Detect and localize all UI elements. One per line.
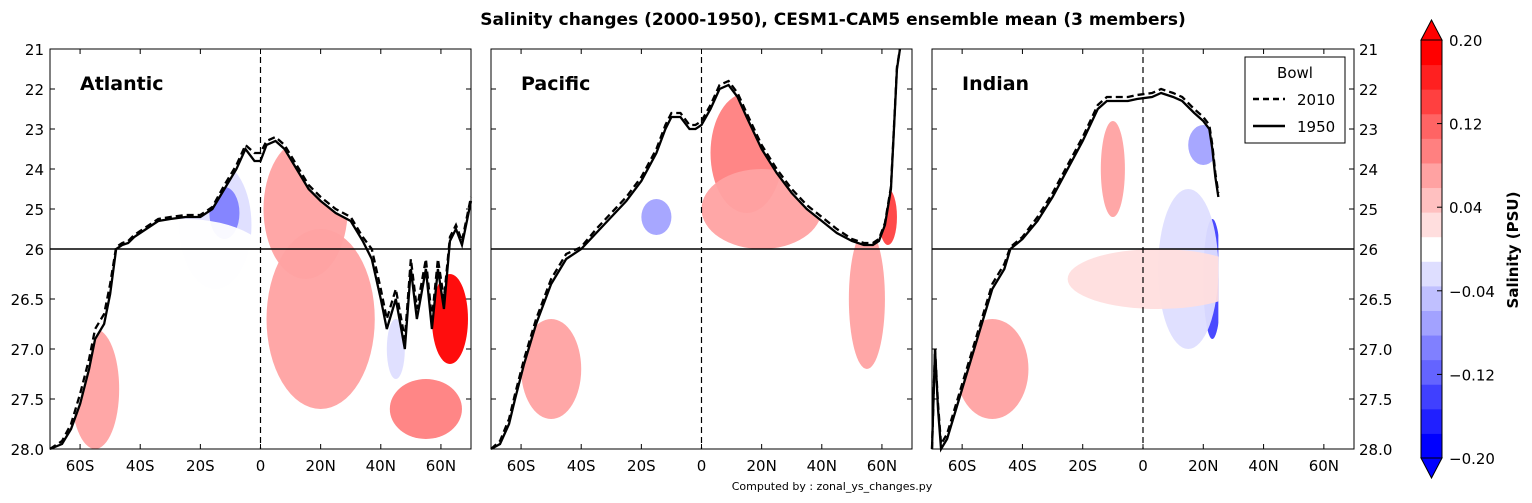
- colorbar-segment-15: [1421, 65, 1442, 90]
- x-tick-label-indian-1: 40S: [1008, 457, 1037, 475]
- colorbar-tick-label-4: −0.12: [1449, 366, 1495, 384]
- colorbar-segment-3: [1421, 360, 1442, 385]
- colorbar-segment-4: [1421, 335, 1442, 360]
- x-tick-label-indian-2: 20S: [1068, 457, 1097, 475]
- x-tick-label-pacific-5: 40N: [807, 457, 837, 475]
- legend-title: Bowl: [1277, 64, 1313, 82]
- colorbar-tick-label-0: 0.20: [1449, 32, 1482, 50]
- x-tick-label-pacific-3: 0: [697, 457, 707, 475]
- y-tick-label-right-2: 23: [1359, 121, 1378, 139]
- y-tick-label-left-3: 24: [25, 161, 44, 179]
- x-tick-label-atlantic-3: 0: [256, 457, 266, 475]
- field-pacific: [521, 93, 898, 419]
- colorbar-extend-max: [1421, 20, 1442, 40]
- x-tick-label-pacific-0: 60S: [507, 457, 536, 475]
- colorbar-segment-0: [1421, 433, 1442, 458]
- y-tick-label-right-7: 27.0: [1359, 341, 1392, 359]
- y-tick-label-left-8: 27.5: [11, 391, 44, 409]
- basin-label-indian: Indian: [962, 73, 1029, 95]
- y-tick-label-left-7: 27.0: [11, 341, 44, 359]
- anomaly-blob-pacific-8: [521, 319, 581, 419]
- colorbar-label: Salinity (PSU): [1504, 192, 1522, 309]
- panel-atlantic: 60S 40S 20S 0 20N 40N 60N Atlantic: [50, 49, 471, 475]
- y-tick-label-left-9: 28.0: [11, 441, 44, 459]
- x-tick-label-pacific-2: 20S: [627, 457, 656, 475]
- colorbar-segment-14: [1421, 89, 1442, 114]
- y-tick-label-right-5: 26: [1359, 241, 1378, 259]
- anomaly-blob-atlantic-5: [432, 274, 468, 364]
- colorbar-segment-8: [1421, 237, 1442, 262]
- y-tick-label-left-0: 21: [25, 41, 44, 59]
- anomaly-blob-atlantic-4: [267, 229, 375, 409]
- anomaly-blob-indian-6: [956, 319, 1028, 419]
- y-tick-label-right-9: 28.0: [1359, 441, 1392, 459]
- x-tick-label-pacific-6: 60N: [867, 457, 897, 475]
- basin-panels: 60S 40S 20S 0 20N 40N 60N Atlantic 60S 40S 20S 0 20N…: [11, 41, 1393, 475]
- x-tick-label-pacific-4: 20N: [746, 457, 776, 475]
- colorbar-segment-11: [1421, 163, 1442, 188]
- anomaly-blob-atlantic-2: [95, 219, 275, 319]
- colorbar: Salinity (PSU) 0.20 0.12 0.04 −0.04 −0.12 −0.…: [1421, 20, 1522, 478]
- y-tick-label-right-0: 21: [1359, 41, 1378, 59]
- colorbar-extend-min: [1421, 458, 1442, 478]
- x-tick-label-atlantic-0: 60S: [66, 457, 95, 475]
- x-tick-label-atlantic-6: 60N: [426, 457, 456, 475]
- y-tick-label-right-8: 27.5: [1359, 391, 1392, 409]
- basin-label-atlantic: Atlantic: [80, 73, 164, 95]
- y-tick-label-right-3: 24: [1359, 161, 1378, 179]
- colorbar-tick-label-2: 0.04: [1449, 199, 1482, 217]
- colorbar-tick-label-5: −0.20: [1449, 450, 1495, 468]
- x-tick-label-atlantic-4: 20N: [305, 457, 335, 475]
- y-tick-label-left-5: 26: [25, 241, 44, 259]
- colorbar-segment-5: [1421, 310, 1442, 335]
- anomaly-blob-pacific-4: [702, 169, 822, 249]
- legend-label-1950: 1950: [1297, 118, 1335, 136]
- panel-pacific: 60S 40S 20S 0 20N 40N 60N Pacific: [491, 49, 912, 475]
- legend: Bowl 2010 1950: [1245, 57, 1345, 143]
- anomaly-blob-atlantic-6: [390, 379, 462, 439]
- legend-label-2010: 2010: [1297, 91, 1335, 109]
- x-tick-label-indian-5: 40N: [1248, 457, 1278, 475]
- y-tick-label-left-6: 26.5: [11, 291, 44, 309]
- colorbar-segment-16: [1421, 40, 1442, 65]
- anomaly-blob-atlantic-7: [71, 329, 119, 449]
- blobs-indian: [956, 101, 1248, 419]
- colorbar-segment-12: [1421, 138, 1442, 163]
- colorbar-tick-label-3: −0.04: [1449, 283, 1495, 301]
- y-tick-label-right-1: 22: [1359, 81, 1378, 99]
- blobs-pacific: [521, 93, 898, 419]
- colorbar-segment-1: [1421, 409, 1442, 434]
- field-indian: [956, 101, 1248, 419]
- x-tick-label-indian-0: 60S: [948, 457, 977, 475]
- x-tick-label-indian-4: 20N: [1188, 457, 1218, 475]
- x-tick-label-atlantic-5: 40N: [366, 457, 396, 475]
- x-tick-label-pacific-1: 40S: [567, 457, 596, 475]
- y-tick-label-left-2: 23: [25, 121, 44, 139]
- colorbar-segment-6: [1421, 286, 1442, 311]
- x-tick-label-atlantic-2: 20S: [186, 457, 215, 475]
- chart-title: Salinity changes (2000-1950), CESM1-CAM5…: [480, 10, 1186, 30]
- x-tick-label-indian-3: 0: [1138, 457, 1148, 475]
- anomaly-blob-pacific-7: [849, 229, 885, 369]
- anomaly-blob-indian-7: [1068, 249, 1249, 309]
- footer-credit: Computed by : zonal_ys_changes.py: [732, 480, 933, 493]
- anomaly-blob-pacific-1: [641, 199, 671, 235]
- colorbar-segment-10: [1421, 188, 1442, 213]
- colorbar-segment-7: [1421, 261, 1442, 286]
- y-tick-label-right-6: 26.5: [1359, 291, 1392, 309]
- colorbar-segment-13: [1421, 114, 1442, 139]
- y-tick-label-left-4: 25: [25, 201, 44, 219]
- y-tick-label-left-1: 22: [25, 81, 44, 99]
- x-tick-label-atlantic-1: 40S: [126, 457, 155, 475]
- colorbar-segment-2: [1421, 384, 1442, 409]
- anomaly-blob-indian-5: [1101, 121, 1125, 217]
- basin-label-pacific: Pacific: [521, 73, 590, 95]
- colorbar-segment-9: [1421, 212, 1442, 237]
- colorbar-tick-label-1: 0.12: [1449, 116, 1482, 134]
- y-tick-label-right-4: 25: [1359, 201, 1378, 219]
- x-tick-label-indian-6: 60N: [1309, 457, 1339, 475]
